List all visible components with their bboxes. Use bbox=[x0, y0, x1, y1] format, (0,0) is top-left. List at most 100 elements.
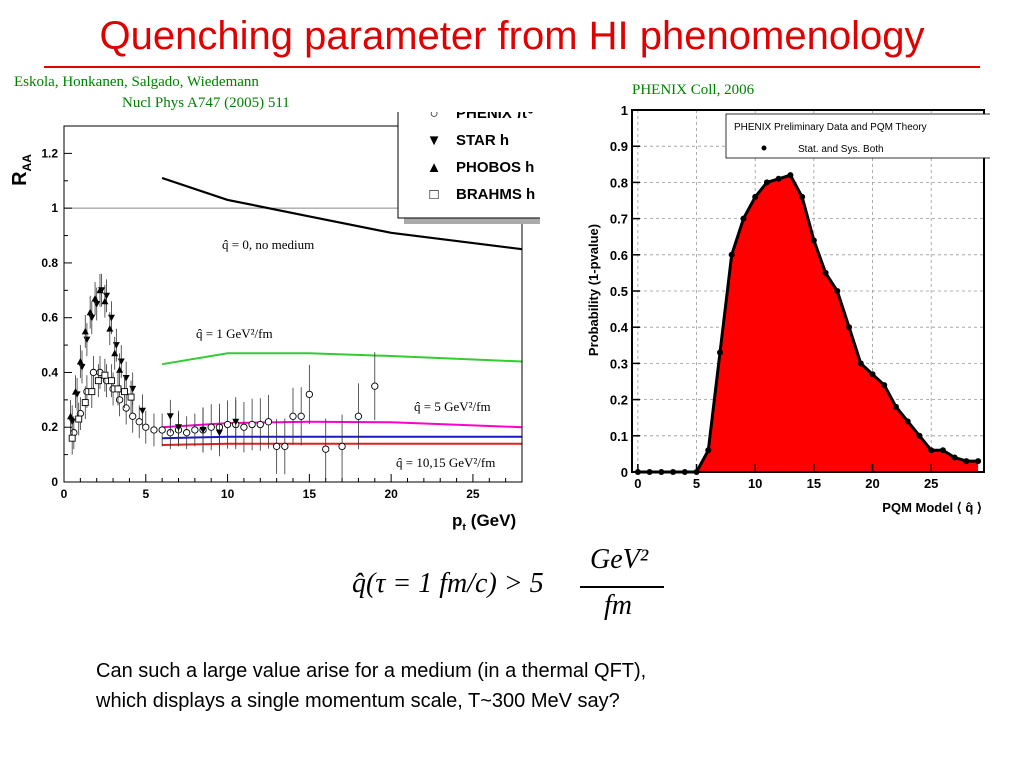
legend-label: BRAHMS h bbox=[456, 186, 535, 203]
phenix-point bbox=[371, 382, 379, 390]
phenix-point bbox=[297, 412, 305, 420]
probability-point bbox=[728, 251, 735, 258]
brahms-point bbox=[68, 434, 76, 442]
phenix-point bbox=[248, 420, 256, 429]
curve-label: q̂ = 10,15 GeV²/fm bbox=[396, 455, 495, 470]
y-tick-label: 0 bbox=[51, 475, 58, 489]
legend-marker: ▼ bbox=[427, 132, 442, 149]
x-tick-label: 15 bbox=[807, 476, 821, 491]
phenix-point bbox=[264, 418, 273, 426]
phobos-point bbox=[76, 358, 84, 365]
phenix-point bbox=[322, 445, 330, 453]
brahms-point bbox=[114, 385, 122, 393]
phenix-point bbox=[281, 442, 289, 451]
phobos-point bbox=[116, 366, 124, 373]
phenix-point bbox=[207, 423, 215, 431]
phenix-point bbox=[183, 429, 191, 437]
star-point bbox=[232, 418, 240, 426]
y-tick-label: 0.4 bbox=[41, 365, 58, 379]
x-tick-label: 15 bbox=[303, 487, 317, 501]
brahms-point bbox=[127, 393, 135, 401]
phobos-point bbox=[71, 388, 79, 395]
star-point bbox=[78, 363, 86, 371]
phobos-point bbox=[96, 286, 104, 294]
phobos-point bbox=[101, 297, 109, 305]
y-tick-label: 0.3 bbox=[610, 356, 628, 371]
brahms-point bbox=[107, 377, 115, 385]
probability-point bbox=[763, 179, 770, 186]
pqm-probability-chart: 0 5 10 15 20 25 0 0.1 0.2 0.3 0.4 0.5 0.6 0.7 0.8 0.9 1 P… bbox=[586, 103, 990, 515]
x-tick-label: 20 bbox=[865, 476, 879, 491]
brahms-point bbox=[88, 388, 96, 396]
phobos-point bbox=[106, 325, 114, 332]
y-axis-label: Probability (1-pvalue) bbox=[586, 224, 601, 356]
question-text: Can such a large value arise for a mediu… bbox=[96, 656, 916, 716]
star-point bbox=[215, 429, 223, 437]
y-tick-label: 0 bbox=[621, 465, 628, 480]
x-axis-label: pt (GeV) bbox=[452, 511, 516, 530]
probability-point bbox=[834, 288, 841, 294]
legend-marker: ○ bbox=[429, 112, 438, 122]
probability-point bbox=[822, 269, 829, 276]
probability-point bbox=[740, 215, 747, 222]
phenix-point bbox=[256, 420, 264, 429]
probability-point bbox=[975, 458, 982, 465]
curve-label: q̂ = 5 GeV²/fm bbox=[414, 399, 491, 414]
star-point bbox=[112, 342, 120, 349]
probability-point bbox=[717, 349, 723, 356]
legend-marker: □ bbox=[429, 186, 438, 203]
star-point bbox=[199, 426, 207, 434]
probability-point bbox=[857, 360, 864, 367]
probability-point bbox=[916, 432, 923, 439]
brahms-point bbox=[121, 388, 128, 396]
phenix-point bbox=[338, 442, 346, 451]
title-underline bbox=[44, 66, 980, 68]
x-tick-label: 20 bbox=[384, 487, 398, 501]
brahms-point bbox=[94, 377, 102, 385]
phobos-point bbox=[111, 349, 119, 357]
y-axis-label: RAA bbox=[9, 154, 34, 186]
y-tick-label: 0.8 bbox=[610, 175, 628, 190]
legend-label: Stat. and Sys. Both bbox=[798, 144, 884, 155]
probability-point bbox=[951, 454, 958, 461]
qhat-formula: q̂(τ = 1 fm/c) > 5 GeV² fm bbox=[352, 544, 672, 628]
model-curve bbox=[161, 176, 523, 251]
x-tick-label: 5 bbox=[693, 476, 700, 491]
legend-label: PHOBOS h bbox=[456, 159, 534, 176]
phenix-point bbox=[191, 426, 199, 434]
phenix-point bbox=[289, 412, 297, 420]
legend-label: PHENIX π⁰ bbox=[456, 112, 534, 122]
formula-denominator: fm bbox=[604, 590, 632, 621]
phenix-point bbox=[89, 368, 98, 377]
phenix-point bbox=[115, 396, 124, 404]
probability-point bbox=[869, 371, 876, 378]
probability-area bbox=[637, 175, 979, 472]
probability-point bbox=[904, 418, 911, 425]
y-tick-label: 0.6 bbox=[41, 311, 58, 325]
star-point bbox=[139, 407, 147, 415]
brahms-point bbox=[101, 371, 109, 379]
reference-authors: Eskola, Honkanen, Salgado, Wiedemann bbox=[14, 74, 259, 90]
y-tick-label: 0.5 bbox=[610, 284, 628, 299]
probability-point bbox=[705, 447, 712, 454]
x-tick-label: 25 bbox=[466, 487, 480, 501]
curve-label: q̂ = 0, no medium bbox=[222, 237, 314, 252]
x-tick-label: 0 bbox=[634, 476, 641, 491]
probability-point bbox=[752, 193, 759, 200]
formula-fraction-bar bbox=[580, 586, 664, 588]
phenix-point bbox=[158, 426, 166, 434]
star-point bbox=[93, 301, 101, 308]
phenix-point bbox=[223, 420, 232, 429]
phenix-point bbox=[135, 418, 143, 426]
slide-title: Quenching parameter from HI phenomenolog… bbox=[99, 14, 925, 58]
reference-phenix: PHENIX Coll, 2006 bbox=[632, 82, 755, 98]
phenix-point bbox=[122, 404, 130, 412]
curve-label: q̂ = 1 GeV²/fm bbox=[196, 326, 273, 341]
probability-point bbox=[893, 403, 899, 410]
y-tick-label: 1 bbox=[621, 103, 628, 118]
legend-label: STAR h bbox=[456, 132, 509, 149]
formula-lhs: q̂(τ = 1 fm/c) > 5 bbox=[352, 568, 544, 599]
star-point bbox=[129, 385, 137, 393]
probability-point bbox=[846, 324, 853, 331]
y-tick-label: 0.2 bbox=[41, 420, 58, 434]
